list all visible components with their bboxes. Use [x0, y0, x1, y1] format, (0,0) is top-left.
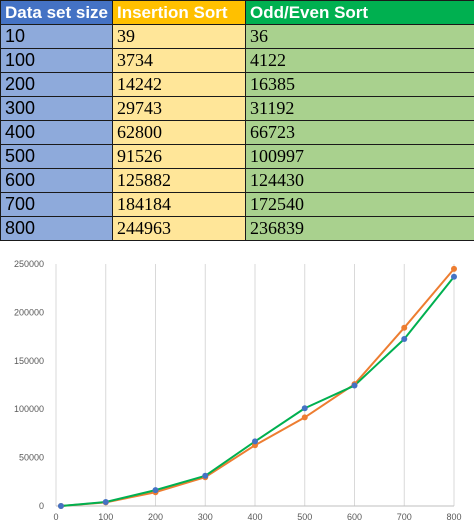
table-row: 400 62800 66723 [0, 120, 474, 145]
x-tick-label: 300 [198, 512, 213, 522]
cell-insertion[interactable]: 244963 [112, 216, 246, 241]
x-tick-label: 800 [446, 512, 461, 522]
cell-oddeven[interactable]: 31192 [245, 96, 474, 121]
cell-size[interactable]: 500 [0, 144, 113, 169]
series-2-point [152, 487, 159, 494]
table-row: 200 14242 16385 [0, 72, 474, 97]
table-row: 10 39 36 [0, 24, 474, 49]
cell-size[interactable]: 200 [0, 72, 113, 97]
cell-oddeven[interactable]: 4122 [245, 48, 474, 73]
cell-oddeven[interactable]: 100997 [245, 144, 474, 169]
cell-size[interactable]: 400 [0, 120, 113, 145]
series-2-point [351, 382, 358, 389]
cell-oddeven[interactable]: 236839 [245, 216, 474, 241]
header-insertion-sort[interactable]: Insertion Sort [112, 0, 246, 25]
cell-insertion[interactable]: 29743 [112, 96, 246, 121]
table-row: 700 184184 172540 [0, 192, 474, 217]
series-2-point [202, 472, 209, 479]
cell-oddeven[interactable]: 36 [245, 24, 474, 49]
table-row: 800 244963 236839 [0, 216, 474, 241]
y-tick-label: 200000 [14, 307, 44, 317]
series-group [57, 265, 457, 509]
cell-size[interactable]: 800 [0, 216, 113, 241]
y-tick-label: 0 [39, 501, 44, 511]
y-tick-label: 250000 [14, 259, 44, 269]
series-2-point [57, 502, 64, 509]
y-tick-labels: 0 50000 100000 150000 200000 250000 [14, 259, 44, 511]
cell-insertion[interactable]: 125882 [112, 168, 246, 193]
series-2-point [252, 438, 258, 445]
cell-size[interactable]: 600 [0, 168, 113, 193]
cell-size[interactable]: 700 [0, 192, 113, 217]
x-tick-label: 500 [297, 512, 312, 522]
x-tick-label: 600 [347, 512, 362, 522]
cell-size[interactable]: 10 [0, 24, 113, 49]
cell-insertion[interactable]: 3734 [112, 48, 246, 73]
table-row: 300 29743 31192 [0, 96, 474, 121]
x-tick-label: 400 [247, 512, 262, 522]
series-1-point [301, 414, 308, 421]
data-table: Data set size Insertion Sort Odd/Even So… [0, 0, 474, 241]
y-tick-label: 150000 [14, 356, 44, 366]
series-2-point [301, 405, 308, 412]
table-row: 100 3734 4122 [0, 48, 474, 73]
y-tick-label: 100000 [14, 404, 44, 414]
x-tick-label: 100 [98, 512, 113, 522]
cell-insertion[interactable]: 39 [112, 24, 246, 49]
table-row: 500 91526 100997 [0, 144, 474, 169]
cell-insertion[interactable]: 62800 [112, 120, 246, 145]
x-tick-label: 700 [397, 512, 412, 522]
cell-oddeven[interactable]: 66723 [245, 120, 474, 145]
series-2-point [102, 499, 109, 506]
x-tick-labels: 0 100 200 300 400 500 600 700 800 [53, 512, 461, 522]
series-1-line [60, 268, 455, 507]
x-tick-label: 200 [148, 512, 163, 522]
cell-size[interactable]: 100 [0, 48, 113, 73]
cell-insertion[interactable]: 14242 [112, 72, 246, 97]
table-row: 600 125882 124430 [0, 168, 474, 193]
header-row: Data set size Insertion Sort Odd/Even So… [0, 0, 474, 25]
cell-oddeven[interactable]: 16385 [245, 72, 474, 97]
cell-size[interactable]: 300 [0, 96, 113, 121]
series-1-point [451, 265, 457, 272]
x-tick-label: 0 [53, 512, 58, 522]
series-1-point [401, 324, 408, 331]
header-odd-even-sort[interactable]: Odd/Even Sort [245, 0, 474, 25]
series-2-line [60, 276, 455, 507]
cell-oddeven[interactable]: 124430 [245, 168, 474, 193]
cell-oddeven[interactable]: 172540 [245, 192, 474, 217]
series-2-point [401, 335, 408, 342]
line-chart: 0 50000 100000 150000 200000 250000 0 100 200 30… [14, 259, 462, 522]
gridlines [55, 264, 455, 507]
y-tick-label: 50000 [19, 453, 44, 463]
cell-insertion[interactable]: 184184 [112, 192, 246, 217]
cell-insertion[interactable]: 91526 [112, 144, 246, 169]
series-2-point [451, 273, 457, 280]
header-data-set-size[interactable]: Data set size [0, 0, 113, 25]
